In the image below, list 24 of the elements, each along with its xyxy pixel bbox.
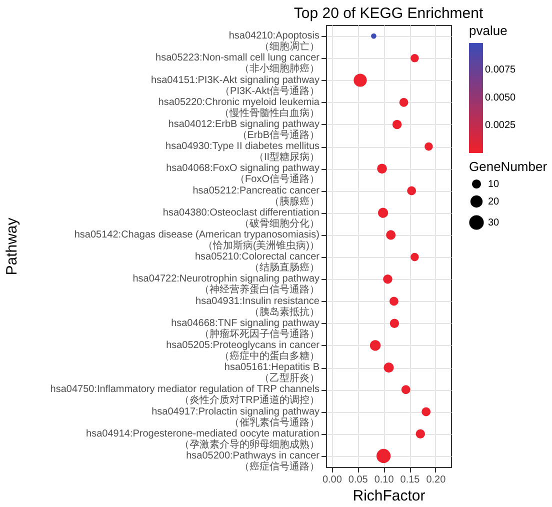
x-tick-label: 0.20: [426, 474, 446, 486]
legend-title: GeneNumber: [469, 159, 548, 174]
x-tick-label: 0.15: [400, 474, 420, 486]
color-bar-label: 0.0025: [485, 120, 516, 132]
y-tick-label: hsa04210:Apoptosis （细胞凋亡）: [228, 30, 320, 53]
chart-title: Top 20 of KEGG Enrichment: [294, 5, 484, 22]
color-bar-label: 0.0050: [485, 92, 516, 104]
legend-label: 20: [488, 196, 500, 208]
x-tick-label: 0.10: [374, 474, 394, 486]
y-tick-label: hsa04931:Insulin resistance （胰岛素抵抗）: [196, 296, 320, 318]
y-tick-label: hsa04380:Osteoclast differentiation （破骨细胞分化）: [162, 207, 320, 230]
y-tick-label: hsa05161:Hepatitis B （乙型肝炎）: [224, 362, 320, 384]
legend-label: 30: [488, 218, 500, 228]
y-tick-label: hsa05210:Colorectal cancer （结肠直肠癌）: [194, 252, 320, 274]
color-bar-title: pvalue: [469, 23, 508, 38]
legend-label: 10: [488, 179, 500, 190]
y-tick-label: hsa05200:Pathways in cancer （癌症信号通路）: [186, 450, 320, 472]
y-axis-title: Pathway: [4, 217, 20, 276]
x-axis-title: RichFactor: [352, 488, 426, 504]
y-tick-label: hsa05212:Pancreatic cancer （胰腺癌）: [192, 185, 320, 208]
x-tick-label: 0.00: [322, 474, 342, 486]
x-tick-label: 0.05: [348, 474, 368, 486]
color-bar-label: 0.0075: [485, 64, 516, 76]
y-tick-label: hsa04917:Prolactin signaling pathway （催乳素信号通路）: [152, 406, 320, 428]
